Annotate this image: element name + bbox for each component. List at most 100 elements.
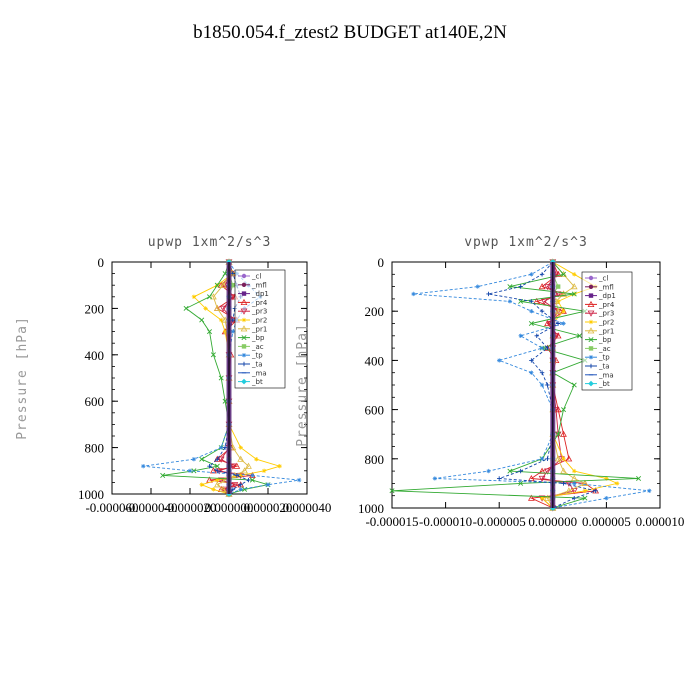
data-point: [219, 485, 227, 492]
data-point: [277, 463, 282, 469]
legend-entry: _pr1: [598, 327, 614, 335]
data-point: [507, 284, 513, 290]
legend: _cl_mfl_dp1_pr4_pr3_pr2_pr1_bp_ac_tp_ta_…: [581, 271, 633, 391]
chart-panel-1: upwp 1xm^2/s^3 Pressure [hPa] 0 200 400 600 80…: [15, 235, 331, 515]
data-point: [230, 283, 236, 288]
legend-marker: [587, 327, 595, 334]
data-point: [561, 407, 567, 413]
data-point: [507, 468, 513, 474]
data-point: [565, 455, 573, 462]
data-point: [555, 284, 561, 289]
data-point: [214, 463, 220, 469]
x-tick-label: 0.000040: [283, 500, 332, 515]
data-point: [572, 272, 577, 277]
data-point: [229, 444, 237, 451]
data-point: [539, 345, 545, 351]
y-tick-label: 200: [85, 301, 105, 316]
data-point: [555, 431, 561, 437]
data-point: [561, 309, 566, 314]
data-point: [571, 291, 577, 297]
data-point: [647, 488, 652, 493]
data-point: [199, 456, 205, 462]
data-point: [213, 481, 221, 488]
legend-marker: [241, 282, 247, 287]
data-point: [214, 282, 220, 288]
data-point: [572, 468, 577, 474]
data-point: [538, 475, 546, 483]
data-point: [297, 477, 302, 483]
data-point: [554, 332, 562, 339]
data-point: [636, 475, 642, 481]
x-tick-label: -0.000015: [365, 514, 418, 529]
legend-marker: [588, 355, 594, 360]
data-point: [230, 329, 236, 334]
data-point: [527, 494, 535, 501]
data-point: [219, 281, 227, 288]
y-tick-label: 800: [85, 441, 105, 456]
data-point: [218, 375, 224, 381]
data-point: [529, 358, 534, 363]
data-point: [554, 307, 562, 314]
data-point: [604, 495, 609, 501]
data-point: [191, 294, 197, 299]
data-point: [261, 468, 267, 473]
data-point: [554, 406, 562, 413]
data-point: [565, 487, 573, 494]
y-tick-label: 800: [365, 452, 385, 467]
legend-marker: [241, 344, 247, 349]
data-point: [554, 431, 562, 438]
legend-entry: _tp: [598, 354, 610, 362]
legend-marker: [240, 325, 248, 332]
data-point: [577, 333, 583, 339]
data-point: [215, 477, 220, 483]
data-point: [529, 272, 534, 277]
data-point: [572, 481, 577, 486]
y-tick-label: 400: [85, 348, 105, 363]
chart-title: upwp 1xm^2/s^3: [148, 235, 272, 250]
data-point: [246, 477, 251, 483]
data-point: [250, 473, 255, 478]
data-point: [555, 321, 561, 326]
data-point: [245, 462, 252, 469]
page-title: b1850.054.f_ztest2 BUDGET at140E,2N: [193, 22, 507, 43]
legend-marker: [241, 361, 247, 367]
legend-entry: _ma: [251, 369, 267, 377]
legend-entry: _dp1: [251, 290, 269, 298]
data-point: [160, 472, 166, 478]
y-tick-label: 1000: [78, 487, 104, 502]
legend-entry: _pr4: [598, 301, 615, 309]
x-tick-label: -0.000060: [85, 500, 138, 515]
data-point: [207, 463, 212, 469]
data-point: [570, 474, 578, 482]
data-point: [411, 291, 416, 297]
legend-marker: [241, 353, 247, 358]
x-tick-label: 0.000000: [205, 500, 254, 515]
data-point: [529, 370, 534, 375]
legend: _cl_mfl_dp1_pr4_pr3_pr2_pr1_bp_ac_tp_ta_…: [234, 269, 286, 389]
data-point: [545, 345, 550, 351]
x-tick-label: -0.000040: [124, 500, 177, 515]
legend-marker: [241, 291, 247, 296]
data-point: [199, 317, 205, 323]
legend-marker: [240, 298, 248, 306]
data-point: [183, 305, 189, 311]
data-point: [187, 468, 193, 473]
legend-entry: _bp: [251, 334, 265, 342]
y-tick-label: 400: [365, 353, 385, 368]
legend-entry: _tp: [251, 352, 263, 360]
data-point: [571, 382, 577, 388]
legend-entry: _ta: [598, 363, 610, 371]
legend-entry: _mfl: [251, 281, 267, 289]
legend-entry: _bp: [598, 336, 612, 344]
data-point: [582, 488, 588, 493]
data-point: [560, 430, 567, 437]
data-point: [518, 298, 524, 304]
data-point: [233, 462, 241, 469]
data-point: [254, 457, 259, 462]
x-tick-label: -0.000010: [419, 514, 472, 529]
data-point: [203, 306, 208, 311]
legend-marker: [588, 275, 594, 281]
legend-entry: _pr4: [251, 299, 268, 307]
data-point: [217, 456, 225, 463]
legend-entry: _cl: [598, 275, 608, 283]
